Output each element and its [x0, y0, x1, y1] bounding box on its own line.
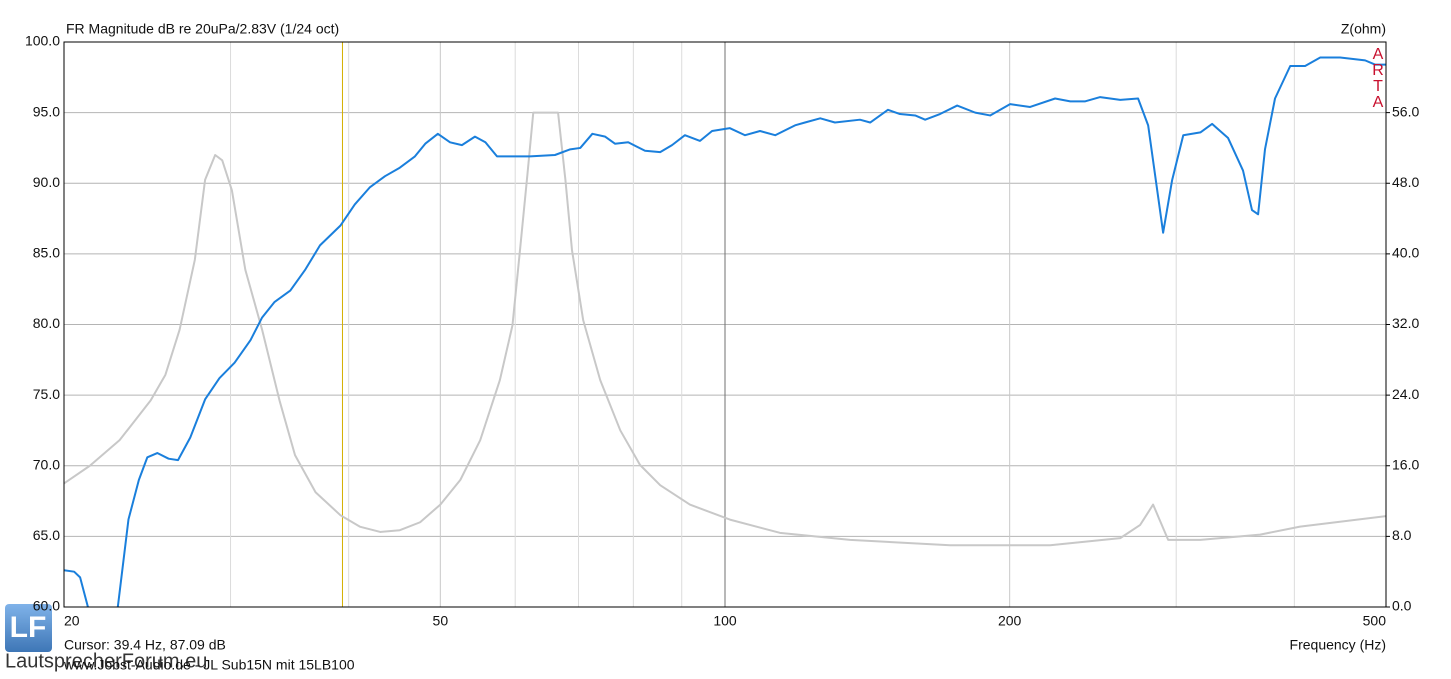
y2-tick-label: 16.0: [1392, 456, 1419, 472]
y2-tick-label: 24.0: [1392, 386, 1419, 402]
x-tick-label: 20: [64, 613, 80, 629]
y2-axis-label: Z(ohm): [1341, 21, 1386, 37]
brand-letter: R: [1372, 62, 1384, 79]
x-axis-label: Frequency (Hz): [1290, 637, 1386, 653]
y2-tick-label: 56.0: [1392, 103, 1419, 119]
y2-tick-label: 32.0: [1392, 315, 1419, 331]
impedance-line: [64, 111, 1386, 547]
chart-title: FR Magnitude dB re 20uPa/2.83V (1/24 oct…: [66, 21, 339, 37]
y2-tick-label: 8.0: [1392, 527, 1412, 543]
brand-letter: T: [1373, 78, 1383, 95]
x-tick-label: 50: [433, 613, 449, 629]
watermark-logo-box: [5, 604, 52, 652]
response-line: [64, 56, 1386, 607]
y-tick-label: 65.0: [33, 527, 60, 543]
x-tick-label: 100: [713, 613, 737, 629]
y-tick-label: 60.0: [33, 598, 60, 614]
brand-letter: A: [1373, 46, 1384, 63]
watermark: LF LautsprecherForum.eu: [5, 604, 207, 672]
y2-tick-label: 40.0: [1392, 245, 1419, 261]
y2-tick-label: 0.0: [1392, 598, 1412, 614]
y-tick-label: 95.0: [33, 103, 60, 119]
y-tick-label: 85.0: [33, 245, 60, 261]
cursor-readout: Cursor: 39.4 Hz, 87.09 dB: [64, 637, 226, 653]
footer-note: www.Jobst-Audio.de - JL Sub15N mit 15LB1…: [63, 657, 355, 673]
y-tick-label: 80.0: [33, 315, 60, 331]
y2-tick-label: 48.0: [1392, 174, 1419, 190]
x-tick-label: 200: [998, 613, 1022, 629]
plot-area: [64, 42, 1386, 607]
x-tick-label: 500: [1363, 613, 1387, 629]
brand-letter: A: [1373, 94, 1384, 111]
watermark-logo: LF: [10, 611, 47, 644]
y-tick-label: 100.0: [25, 33, 60, 49]
watermark-text: LautsprecherForum.eu: [5, 650, 207, 672]
y-tick-label: 75.0: [33, 386, 60, 402]
y-tick-label: 70.0: [33, 456, 60, 472]
y-tick-label: 90.0: [33, 174, 60, 190]
